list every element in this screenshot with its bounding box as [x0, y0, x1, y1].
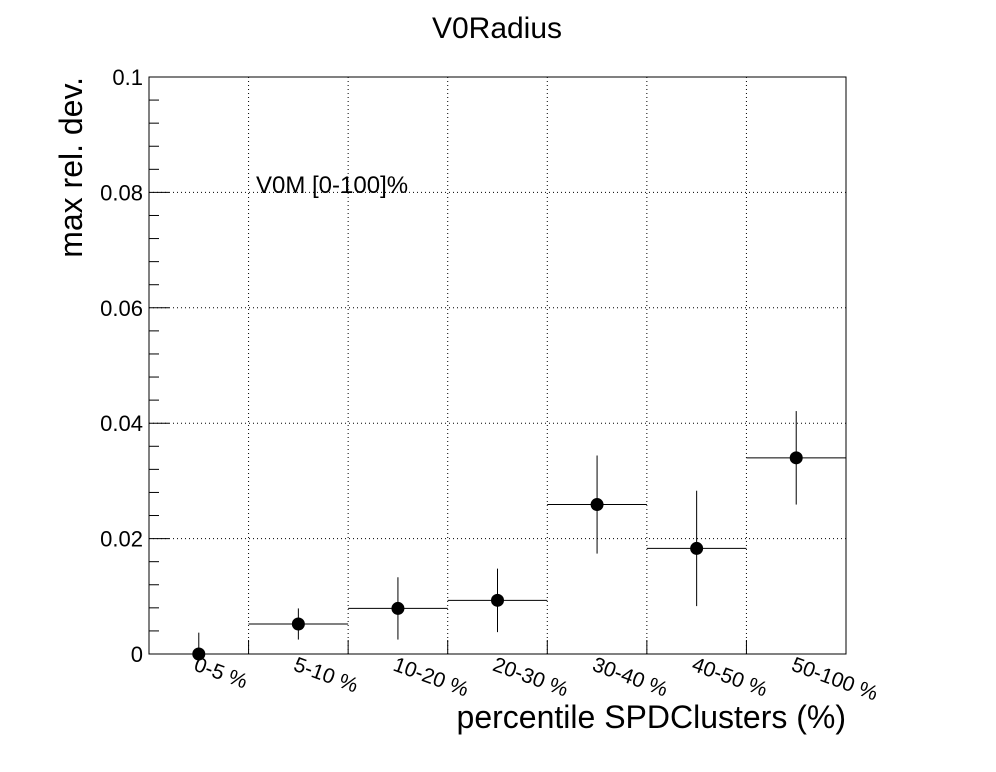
plot-frame [148, 76, 847, 655]
y-tick-label: 0.1 [112, 65, 143, 90]
y-axis: 0 0.02 0.04 0.06 0.08 0.1 [100, 65, 169, 667]
y-tick-label: 0 [131, 642, 143, 667]
chart-annotation: V0M [0-100]% [256, 172, 408, 199]
grid-lines [149, 77, 846, 654]
y-axis-label: max rel. dev. [53, 77, 89, 258]
x-axis: 0-5 % 5-10 % 10-20 % 20-30 % 30-40 % 40-50 % 5… [148, 640, 881, 705]
x-axis-label: percentile SPDClusters (%) [457, 699, 846, 735]
data-point [192, 647, 206, 661]
data-series [149, 411, 846, 661]
data-point [491, 593, 504, 607]
data-point [789, 451, 803, 465]
y-tick-label: 0.08 [100, 180, 143, 205]
data-point [690, 541, 704, 555]
x-tick-label: 50-100 % [789, 653, 881, 705]
x-tick-label: 5-10 % [291, 653, 361, 697]
x-tick-label: 20-30 % [490, 653, 571, 701]
data-point [590, 498, 604, 512]
data-point [391, 601, 405, 615]
y-tick-label: 0.02 [100, 527, 143, 552]
y-tick-label: 0.04 [100, 411, 143, 436]
y-tick-label: 0.06 [100, 296, 143, 321]
chart-title: V0Radius [432, 12, 562, 45]
x-tick-label: 30-40 % [589, 653, 670, 701]
data-point [291, 617, 305, 631]
x-tick-label: 10-20 % [390, 653, 471, 701]
x-tick-label: 40-50 % [689, 653, 770, 701]
